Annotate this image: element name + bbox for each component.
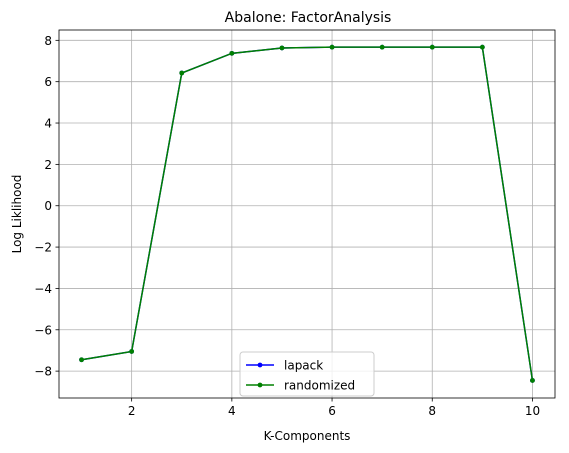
data-point-randomized (479, 44, 485, 50)
x-tick-label: 10 (525, 404, 540, 418)
plot-frame (58, 29, 556, 399)
x-tick-label: 6 (328, 404, 336, 418)
legend-label-lapack: lapack (284, 359, 323, 373)
y-tick-label: −4 (34, 282, 52, 296)
series-lapack (79, 44, 535, 383)
y-axis: −8 −6 −4 −2 0 2 4 6 8 (34, 34, 59, 379)
y-axis-label: Log Liklihood (10, 175, 24, 254)
y-tick-label: 6 (44, 75, 52, 89)
y-tick-label: −6 (34, 323, 52, 337)
data-point-randomized (79, 357, 84, 363)
y-tick-label: −8 (34, 365, 52, 379)
data-point-randomized (279, 45, 285, 51)
data-point-randomized (229, 50, 235, 56)
series-line-randomized (81, 46, 534, 381)
y-tick-label: 4 (44, 117, 52, 131)
data-point-randomized (429, 44, 435, 50)
x-axis-label: K-Components (264, 429, 351, 443)
legend-marker-randomized (257, 382, 263, 388)
y-tick-label: 2 (44, 158, 52, 172)
x-axis: 2 4 6 8 10 (128, 398, 540, 418)
data-point-randomized (379, 44, 385, 50)
series-randomized (79, 44, 535, 383)
y-tick-label: 8 (44, 34, 52, 48)
x-tick-label: 8 (428, 404, 436, 418)
legend-label-randomized: randomized (284, 379, 355, 393)
y-tick-label: 0 (44, 199, 52, 213)
x-tick-label: 4 (228, 404, 236, 418)
legend-marker-lapack (257, 362, 263, 368)
x-tick-label: 2 (128, 404, 136, 418)
data-point-randomized (179, 70, 185, 76)
data-point-randomized (129, 349, 135, 354)
series-line-lapack (81, 46, 534, 381)
chart-title: Abalone: FactorAnalysis (225, 10, 392, 26)
legend: lapack randomized (239, 351, 375, 397)
y-tick-label: −2 (34, 241, 52, 255)
data-point-randomized (329, 44, 335, 50)
data-point-randomized (530, 378, 535, 383)
series-layer (79, 44, 535, 383)
